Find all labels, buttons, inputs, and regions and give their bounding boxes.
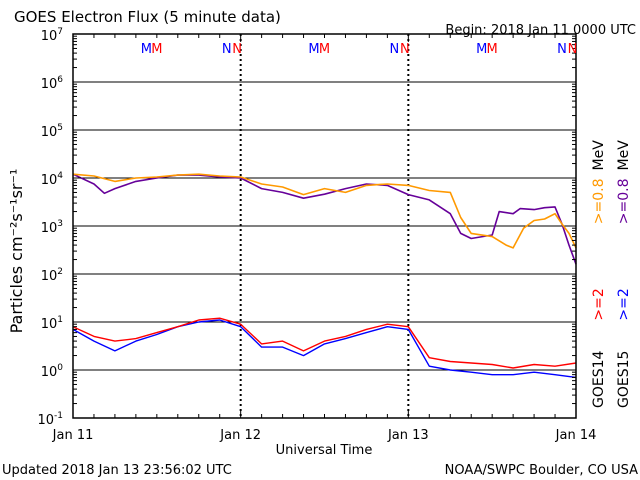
- x-tick-label: Jan 14: [555, 428, 597, 443]
- y-tick-label: 105: [41, 123, 63, 140]
- x-tick-label: Jan 11: [52, 428, 94, 443]
- mn-marker: N: [568, 42, 578, 57]
- mn-marker: M: [487, 42, 498, 57]
- series-line-goes14-2-mev: [72, 317, 577, 369]
- mn-marker: N: [400, 42, 410, 57]
- mn-marker: M: [476, 42, 487, 57]
- legend-entry-goes15: GOES15>=2>=0.8MeV: [616, 140, 632, 408]
- mn-marker: M: [141, 42, 152, 57]
- chart-title: GOES Electron Flux (5 minute data): [14, 8, 281, 26]
- mn-marker: M: [319, 42, 330, 57]
- y-tick-label: 100: [41, 363, 64, 380]
- x-axis-label: Universal Time: [276, 443, 373, 458]
- y-tick-label: 103: [41, 219, 63, 236]
- mn-marker: M: [151, 42, 162, 57]
- x-tick-label: Jan 12: [219, 428, 261, 443]
- x-axis-ticks: [72, 34, 577, 418]
- y-tick-label: 107: [41, 27, 63, 44]
- mn-marker: N: [389, 42, 399, 57]
- series-line-goes14-0-8-mev: [72, 173, 577, 249]
- mn-marker: N: [222, 42, 232, 57]
- y-tick-label: 102: [41, 267, 63, 284]
- y-axis-ticks: [73, 35, 576, 419]
- mn-marker: N: [232, 42, 242, 57]
- begin-time: Begin: 2018 Jan 11 0000 UTC: [445, 23, 636, 38]
- y-axis-label: Particles cm⁻²s⁻¹sr⁻¹: [7, 169, 26, 334]
- y-tick-label: 104: [41, 171, 64, 188]
- mn-marker: M: [308, 42, 319, 57]
- y-tick-label: 106: [41, 75, 64, 92]
- y-tick-label: 10-1: [37, 411, 63, 428]
- series-line-goes15-2-mev: [72, 319, 577, 379]
- credit-label: NOAA/SWPC Boulder, CO USA: [445, 463, 638, 478]
- mn-marker: N: [557, 42, 567, 57]
- updated-timestamp: Updated 2018 Jan 13 23:56:02 UTC: [2, 463, 232, 478]
- series-line-goes15-0-8-mev: [72, 173, 577, 265]
- x-tick-label: Jan 13: [387, 428, 429, 443]
- y-tick-label: 101: [41, 315, 63, 332]
- legend-entry-goes14: GOES14>=2>=0.8MeV: [591, 140, 607, 408]
